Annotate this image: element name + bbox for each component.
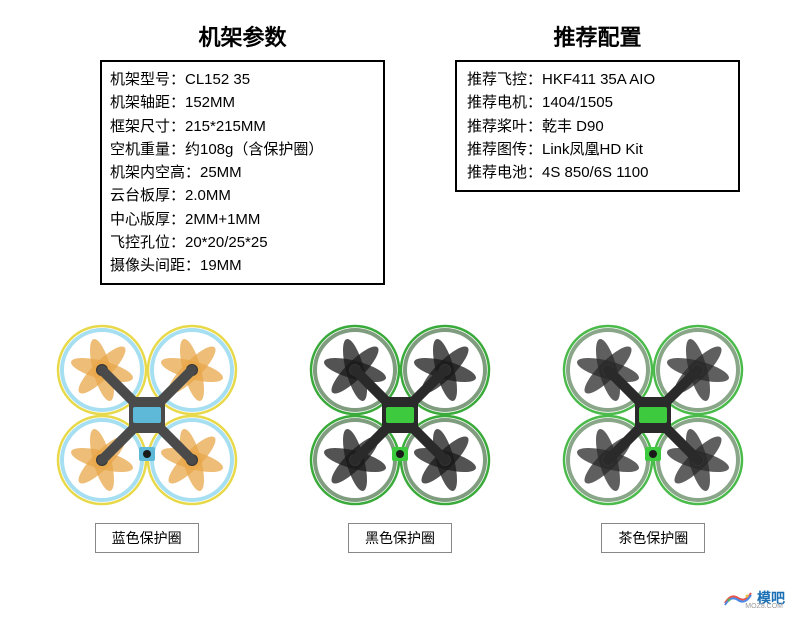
spec-line: 机架内空高：25MM — [110, 161, 375, 184]
drone-image — [300, 315, 500, 515]
left-title: 机架参数 — [100, 20, 385, 52]
spec-line: 推荐电池：4S 850/6S 1100 — [467, 161, 728, 184]
spec-line: 推荐电机：1404/1505 — [467, 91, 728, 114]
watermark: 模吧 MOZ8.COM — [723, 588, 785, 608]
drone-label-box: 蓝色保护圈 — [95, 523, 199, 553]
drone-label: 茶色保护圈 — [618, 530, 688, 546]
spec-line: 推荐桨叶：乾丰 D90 — [467, 115, 728, 138]
spec-line: 框架尺寸：215*215MM — [110, 115, 375, 138]
right-column: 推荐配置 推荐飞控：HKF411 35A AIO推荐电机：1404/1505推荐… — [455, 20, 740, 285]
left-spec-box: 机架型号：CL152 35机架轴距：152MM框架尺寸：215*215MM空机重… — [100, 60, 385, 285]
drone-image — [47, 315, 247, 515]
right-spec-box: 推荐飞控：HKF411 35A AIO推荐电机：1404/1505推荐桨叶：乾丰… — [455, 60, 740, 192]
spec-line: 摄像头间距：19MM — [110, 254, 375, 277]
spec-line: 机架型号：CL152 35 — [110, 68, 375, 91]
right-title: 推荐配置 — [455, 20, 740, 52]
spec-line: 机架轴距：152MM — [110, 91, 375, 114]
drone-label-box: 茶色保护圈 — [601, 523, 705, 553]
spec-line: 云台板厚：2.0MM — [110, 184, 375, 207]
specs-section: 机架参数 机架型号：CL152 35机架轴距：152MM框架尺寸：215*215… — [0, 0, 800, 285]
drone-item: 黑色保护圈 — [283, 315, 516, 553]
spec-line: 飞控孔位：20*20/25*25 — [110, 231, 375, 254]
left-column: 机架参数 机架型号：CL152 35机架轴距：152MM框架尺寸：215*215… — [100, 20, 385, 285]
drone-label-box: 黑色保护圈 — [348, 523, 452, 553]
drone-label: 黑色保护圈 — [365, 530, 435, 546]
spec-line: 推荐飞控：HKF411 35A AIO — [467, 68, 728, 91]
drone-section: 蓝色保护圈 黑色保护圈 茶色保护圈 — [0, 285, 800, 553]
drone-image — [553, 315, 753, 515]
drone-item: 茶色保护圈 — [537, 315, 770, 553]
drone-label: 蓝色保护圈 — [112, 530, 182, 546]
spec-line: 推荐图传：Link凤凰HD Kit — [467, 138, 728, 161]
drone-item: 蓝色保护圈 — [30, 315, 263, 553]
watermark-sub: MOZ8.COM — [745, 603, 783, 610]
spec-line: 中心版厚：2MM+1MM — [110, 208, 375, 231]
spec-line: 空机重量：约108g（含保护圈） — [110, 138, 375, 161]
